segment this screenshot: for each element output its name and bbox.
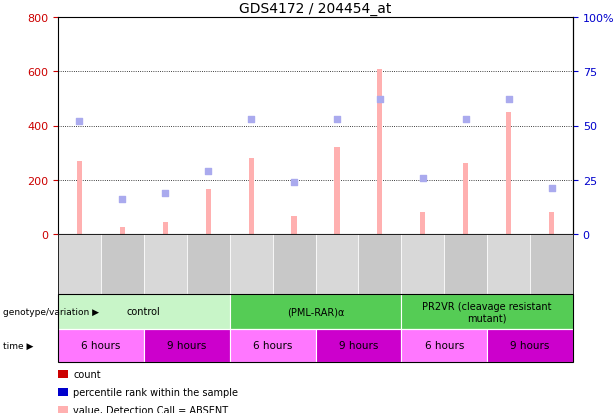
- Bar: [120, 228, 125, 235]
- Point: [246, 116, 256, 123]
- Bar: [334, 148, 340, 235]
- Point: [375, 97, 385, 104]
- Point: [161, 190, 170, 197]
- Text: count: count: [73, 369, 101, 379]
- Title: GDS4172 / 204454_at: GDS4172 / 204454_at: [239, 2, 392, 16]
- Point: [75, 119, 85, 125]
- Point: [504, 97, 514, 104]
- Text: 9 hours: 9 hours: [339, 341, 378, 351]
- Text: 9 hours: 9 hours: [511, 341, 550, 351]
- Point: [289, 179, 299, 186]
- Bar: [77, 161, 82, 235]
- Text: value, Detection Call = ABSENT: value, Detection Call = ABSENT: [73, 405, 228, 413]
- Point: [118, 197, 128, 203]
- Bar: [205, 190, 211, 235]
- Bar: [291, 217, 297, 235]
- Text: control: control: [127, 307, 161, 317]
- Text: genotype/variation ▶: genotype/variation ▶: [3, 307, 99, 316]
- Point: [332, 116, 342, 123]
- Text: percentile rank within the sample: percentile rank within the sample: [73, 387, 238, 397]
- Bar: [421, 213, 425, 235]
- Point: [547, 186, 557, 192]
- Text: (PML-RAR)α: (PML-RAR)α: [287, 307, 344, 317]
- Point: [418, 175, 428, 181]
- Bar: [549, 213, 554, 235]
- Text: 6 hours: 6 hours: [425, 341, 464, 351]
- Point: [461, 116, 471, 123]
- Text: 6 hours: 6 hours: [82, 341, 121, 351]
- Bar: [506, 113, 511, 235]
- Text: PR2VR (cleavage resistant
mutant): PR2VR (cleavage resistant mutant): [422, 301, 552, 323]
- Text: time ▶: time ▶: [3, 341, 34, 350]
- Bar: [377, 69, 383, 235]
- Point: [204, 169, 213, 175]
- Text: 9 hours: 9 hours: [167, 341, 207, 351]
- Text: 6 hours: 6 hours: [253, 341, 292, 351]
- Bar: [162, 222, 168, 235]
- Bar: [463, 164, 468, 235]
- Bar: [248, 159, 254, 235]
